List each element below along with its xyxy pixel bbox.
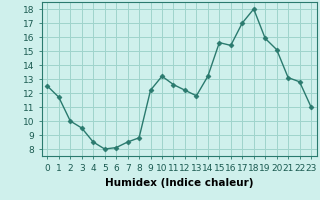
X-axis label: Humidex (Indice chaleur): Humidex (Indice chaleur): [105, 178, 253, 188]
